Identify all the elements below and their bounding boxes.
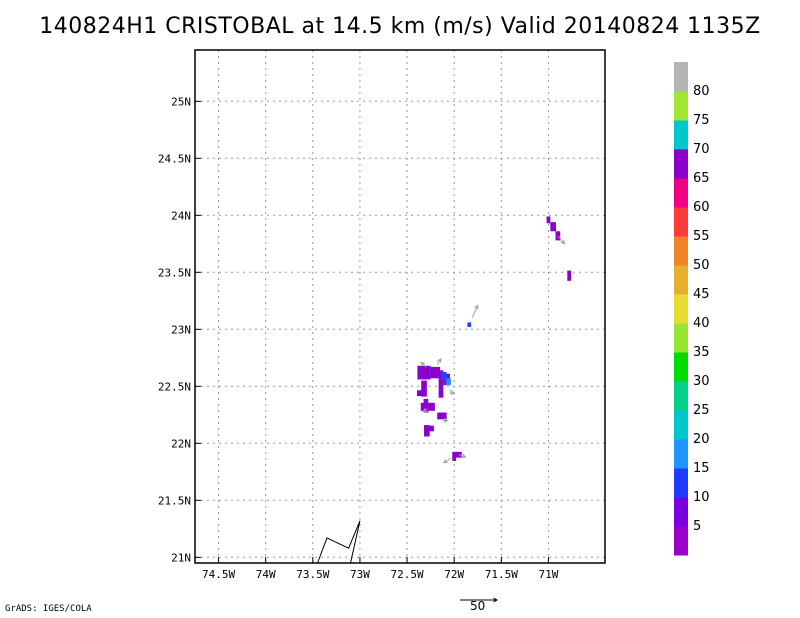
lon-tick-label: 72.5W (391, 568, 424, 581)
wind-vector (471, 305, 479, 319)
colorbar-label: 35 (693, 345, 710, 360)
reference-vector-arrow-head (493, 597, 499, 603)
wind-cell (567, 270, 572, 281)
lat-tick-label: 23.5N (158, 266, 191, 279)
colorbar-label: 50 (693, 258, 710, 273)
grads-credit: GrADS: IGES/COLA (5, 604, 92, 614)
wind-vector-head (443, 418, 449, 423)
colorbar-segment (674, 526, 688, 556)
colorbar-label: 55 (693, 229, 710, 244)
wind-vector-head (422, 407, 428, 413)
colorbar-label: 80 (693, 84, 710, 99)
lat-tick-label: 22.5N (158, 380, 191, 393)
wind-cell (446, 378, 451, 386)
colorbar-label: 25 (693, 403, 710, 418)
colorbar-label: 65 (693, 171, 710, 186)
wind-cell (421, 380, 427, 397)
wind-vector-head (461, 453, 467, 459)
colorbar-segment (674, 352, 688, 382)
lat-tick-label: 22N (171, 437, 191, 450)
lon-tick-label: 74.5W (202, 568, 235, 581)
colorbar-segment (674, 294, 688, 324)
wind-cell (416, 390, 422, 396)
colorbar-segment (674, 207, 688, 237)
coastline (317, 520, 361, 564)
lat-tick-label: 24N (171, 209, 191, 222)
colorbar-segment (674, 323, 688, 353)
colorbar-label: 75 (693, 113, 710, 128)
wind-cell (437, 412, 447, 420)
colorbar-segment (674, 62, 688, 92)
lon-tick-label: 73W (350, 568, 370, 581)
wind-cell (420, 402, 435, 411)
wind-cell (430, 366, 441, 379)
lon-tick-label: 72W (444, 568, 464, 581)
colorbar-segment (674, 410, 688, 440)
wind-vector (458, 454, 466, 458)
colorbar-segment (674, 497, 688, 527)
colorbar-label: 10 (693, 490, 710, 505)
colorbar-label: 20 (693, 432, 710, 447)
colorbar-segment (674, 468, 688, 498)
colorbar-segment (674, 178, 688, 208)
colorbar-label: 40 (693, 316, 710, 331)
map-frame (194, 49, 606, 564)
reference-vector-label: 50 (470, 599, 486, 613)
colorbar-segment (674, 439, 688, 469)
lat-tick-label: 24.5N (158, 152, 191, 165)
colorbar-label: 60 (693, 200, 710, 215)
lat-tick-label: 21.5N (158, 494, 191, 507)
colorbar-label: 45 (693, 287, 710, 302)
lon-tick-label: 71.5W (485, 568, 518, 581)
wind-vector-head (449, 390, 454, 396)
colorbar-label: 5 (693, 519, 701, 534)
colorbar-segment (674, 236, 688, 266)
lon-tick-label: 71W (539, 568, 559, 581)
wind-cell (550, 222, 556, 232)
lon-tick-label: 74W (256, 568, 276, 581)
colorbar-segment (674, 149, 688, 179)
colorbar-segment (674, 120, 688, 150)
lat-tick-label: 21N (171, 551, 191, 564)
wind-vector-head (437, 358, 442, 363)
wind-cell (429, 425, 434, 432)
colorbar-label: 70 (693, 142, 710, 157)
wind-cell (417, 365, 431, 380)
wind-cell (546, 216, 551, 224)
wind-cell (467, 322, 472, 328)
wind-cell (441, 372, 447, 381)
wind-vector (420, 362, 427, 368)
lon-tick-label: 73.5W (296, 568, 329, 581)
colorbar-segment (674, 91, 688, 121)
wind-cell (438, 370, 444, 398)
wind-vector-head (420, 361, 426, 367)
wind-vector (443, 457, 452, 464)
colorbar-label: 30 (693, 374, 710, 389)
chart-title: 140824H1 CRISTOBAL at 14.5 km (m/s) Vali… (39, 14, 761, 39)
lat-tick-label: 23N (171, 323, 191, 336)
wind-vector-head (560, 239, 566, 245)
wind-vector (557, 235, 565, 245)
map-background (195, 50, 605, 563)
wind-cell (452, 451, 462, 458)
wind-cell (424, 425, 430, 437)
wind-vector (436, 358, 442, 365)
lat-tick-label: 25N (171, 95, 191, 108)
colorbar-label: 15 (693, 461, 710, 476)
colorbar-segment (674, 381, 688, 411)
wind-vector-head (474, 304, 479, 310)
wind-vector-head (442, 458, 448, 464)
wind-cell (452, 455, 457, 461)
wind-cell (555, 231, 561, 241)
colorbar-segment (674, 265, 688, 295)
